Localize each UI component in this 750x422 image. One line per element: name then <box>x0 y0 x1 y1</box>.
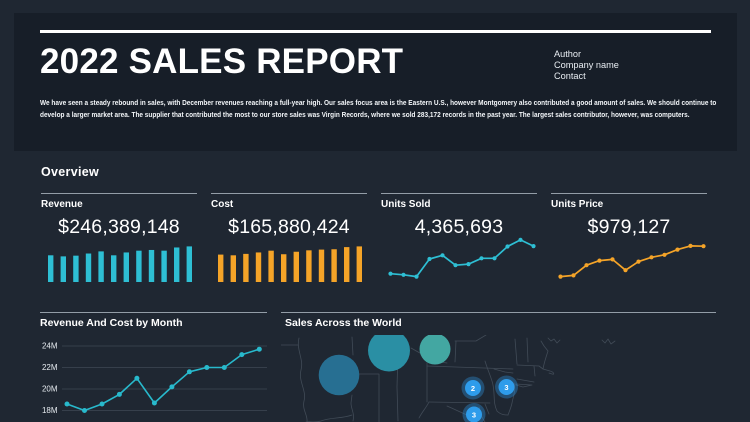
kpi-card-units-price: Units Price $979,127 <box>551 193 707 287</box>
cluster-marker[interactable]: 3 <box>462 403 486 422</box>
meta-company: Company name <box>554 59 619 70</box>
sales-bubbles <box>318 335 451 396</box>
report-meta: Author Company name Contact <box>554 49 619 81</box>
report-title: 2022 SALES REPORT <box>40 42 404 81</box>
section-divider-left <box>40 312 267 313</box>
cost-bar-sparkline <box>218 246 362 282</box>
header-panel: 2022 SALES REPORT Author Company name Co… <box>14 13 737 151</box>
kpi-card-cost: Cost $165,880,424 <box>211 193 367 287</box>
meta-contact: Contact <box>554 70 586 81</box>
units-sold-line-sparkline <box>388 237 536 279</box>
kpi-label-revenue: Revenue <box>41 199 83 210</box>
svg-text:22M: 22M <box>42 363 58 372</box>
state-borders <box>281 335 616 422</box>
sales-bubble[interactable] <box>368 335 410 372</box>
sales-bubble[interactable] <box>419 335 451 365</box>
overview-heading: Overview <box>41 165 99 179</box>
svg-text:3: 3 <box>504 383 508 392</box>
kpi-card-revenue: Revenue $246,389,148 <box>41 193 197 287</box>
kpi-label-cost: Cost <box>211 199 234 210</box>
svg-text:20M: 20M <box>42 385 58 394</box>
card-divider <box>381 193 537 194</box>
svg-text:24M: 24M <box>42 342 58 351</box>
kpi-value-revenue: $246,389,148 <box>58 216 180 238</box>
kpi-value-units-price: $979,127 <box>587 216 671 238</box>
summary-line-2: develop a larger market area. The suppli… <box>40 109 690 119</box>
kpi-label-units-sold: Units Sold <box>381 199 431 210</box>
kpi-value-cost: $165,880,424 <box>228 216 350 238</box>
svg-text:3: 3 <box>472 410 476 419</box>
meta-author: Author <box>554 49 582 59</box>
revenue-cost-chart-title: Revenue And Cost by Month <box>40 317 183 329</box>
cluster-markers: 2 3 3 <box>461 375 518 422</box>
svg-text:2: 2 <box>471 384 475 393</box>
summary-line-1: We have seen a steady rebound in sales, … <box>40 98 717 107</box>
cluster-marker[interactable]: 2 <box>461 376 485 400</box>
revenue-cost-by-month-chart: 24M 22M 20M 18M <box>42 342 267 415</box>
svg-text:18M: 18M <box>42 406 58 415</box>
section-divider-right <box>281 312 716 313</box>
kpi-label-units-price: Units Price <box>551 199 604 210</box>
card-divider <box>41 193 197 194</box>
sales-world-map: 2 3 3 <box>281 335 616 422</box>
card-divider <box>551 193 707 194</box>
summary-text: We have seen a steady rebound in sales, … <box>40 97 717 120</box>
title-rule <box>40 30 711 33</box>
kpi-cards: Revenue $246,389,148 Cost $165,880,424 U… <box>41 193 709 287</box>
kpi-card-units-sold: Units Sold 4,365,693 <box>381 193 537 287</box>
sales-map-title: Sales Across the World <box>285 317 402 329</box>
sales-bubble[interactable] <box>318 354 360 396</box>
card-divider <box>211 193 367 194</box>
units-price-line-sparkline <box>558 243 706 279</box>
kpi-value-units-sold: 4,365,693 <box>414 216 504 238</box>
cluster-marker[interactable]: 3 <box>495 375 518 399</box>
revenue-bar-sparkline <box>48 246 192 282</box>
